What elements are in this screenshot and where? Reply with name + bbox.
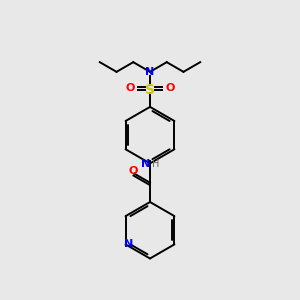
- Text: N: N: [141, 159, 150, 169]
- Text: O: O: [128, 167, 138, 176]
- Text: N: N: [146, 67, 154, 77]
- Text: S: S: [145, 83, 155, 97]
- Text: O: O: [125, 83, 135, 94]
- Text: O: O: [165, 83, 175, 94]
- Text: H: H: [152, 159, 159, 169]
- Text: N: N: [124, 239, 133, 249]
